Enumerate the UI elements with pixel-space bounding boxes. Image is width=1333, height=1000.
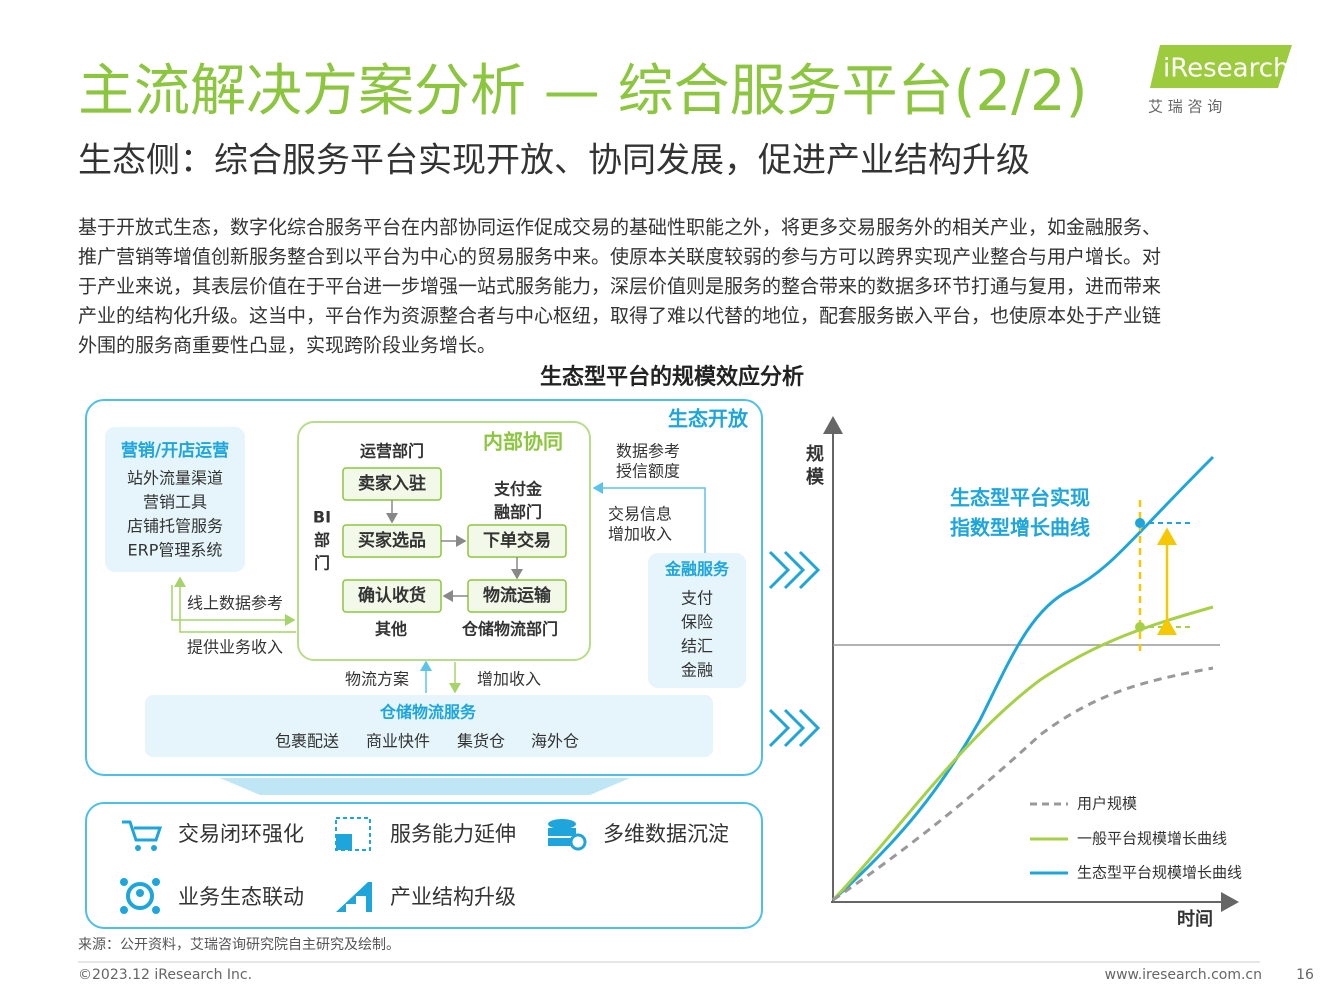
marketing-item: 营销工具: [143, 493, 207, 512]
edge-label: 提供业务收入: [187, 638, 283, 657]
bi-dept: 门: [314, 554, 330, 573]
logo: iResearch: [1163, 54, 1289, 84]
marketing-item: ERP管理系统: [128, 541, 223, 560]
finance-item: 保险: [681, 613, 713, 632]
ops-dept: 运营部门: [360, 442, 424, 461]
finance-title: 金融服务: [664, 560, 730, 579]
marketing-item: 站外流量渠道: [127, 469, 223, 488]
source: 来源：公开资料，艾瑞咨询研究院自主研究及绘制。: [78, 937, 400, 953]
marketing-title: 营销/开店运营: [121, 440, 229, 461]
page-number: 16: [1296, 967, 1314, 983]
paragraph: 基于开放式生态，数字化综合服务平台在内部协同运作促成交易的基础性职能之外，将更多…: [78, 217, 1161, 357]
warehouse-item: 集货仓: [457, 732, 505, 751]
step-label: 下单交易: [483, 530, 551, 551]
pay-dept: 支付金: [493, 480, 543, 499]
paragraph-line: 产业的结构化升级。这当中，平台作为资源整合者与中心枢纽，取得了难以代替的地位，配…: [78, 305, 1161, 327]
annotation: 生态型平台实现: [950, 486, 1090, 510]
edge-label: 物流方案: [345, 670, 409, 689]
title: 主流解决方案分析 — 综合服务平台(2/2): [78, 59, 1087, 124]
bi-dept: BI: [313, 508, 331, 527]
step-box: [342, 579, 442, 613]
chevrons: [768, 550, 821, 748]
marketing-item: 店铺托管服务: [127, 517, 223, 536]
logistics-dept: 仓储物流部门: [461, 620, 558, 639]
legend-item: 一般平台规模增长曲线: [1077, 830, 1227, 848]
warehouse-item: 包裹配送: [275, 732, 339, 751]
edge-label: 交易信息: [608, 505, 672, 524]
paragraph-line: 推广营销等增值创新服务整合到以平台为中心的贸易服务中来。使原本关联度较弱的参与方…: [78, 246, 1161, 268]
y-label: 模: [806, 466, 825, 488]
warehouse-box: [145, 695, 713, 757]
diagram-title: 生态型平台的规模效应分析: [540, 364, 804, 390]
icons: [120, 817, 587, 914]
funnel: [220, 778, 630, 795]
warehouse-item: 商业快件: [366, 732, 430, 751]
other-dept: 其他: [375, 620, 407, 639]
legend-item: 生态型平台规模增长曲线: [1077, 864, 1242, 882]
benefits-box: [85, 802, 763, 929]
paragraph-line: 基于开放式生态，数字化综合服务平台在内部协同运作促成交易的基础性职能之外，将更多…: [78, 217, 1161, 239]
edge-label: 线上数据参考: [187, 594, 283, 613]
ecosystem-label: 生态开放: [668, 407, 749, 431]
annotation: 指数型增长曲线: [950, 516, 1090, 540]
point: [1135, 622, 1145, 632]
finance-item: 支付: [681, 589, 713, 608]
benefit: 服务能力延伸: [390, 822, 516, 846]
arrow: [171, 585, 296, 626]
legend-item: 用户规模: [1077, 795, 1137, 813]
pay-dept: 融部门: [494, 503, 542, 522]
step-label: 物流运输: [483, 585, 552, 606]
x-label: 时间: [1177, 909, 1213, 930]
finance-box: [648, 553, 746, 688]
step-label: 确认收货: [358, 585, 426, 606]
user-curve: [832, 666, 1214, 902]
step-label: 买家选品: [358, 530, 426, 551]
marketing-box: [105, 427, 245, 572]
internal-title: 内部协同: [483, 430, 563, 454]
paragraph-line: 于产业来说，其表层价值在于平台进一步增强一站式服务能力，深层价值则是服务的整合带…: [78, 276, 1161, 298]
point: [1135, 518, 1145, 528]
eco-curve: [831, 455, 1215, 902]
url: www.iresearch.com.cn: [1105, 967, 1262, 983]
edge-label: 增加收入: [608, 525, 672, 544]
benefit: 多维数据沉淀: [603, 822, 729, 846]
benefit: 产业结构升级: [390, 885, 516, 909]
warehouse-title: 仓储物流服务: [379, 703, 477, 722]
edge-label: 数据参考: [616, 442, 680, 461]
logo-cn: 艾 瑞 咨 询: [1148, 98, 1222, 116]
warehouse-item: 海外仓: [531, 732, 579, 751]
finance-item: 金融: [681, 661, 713, 680]
y-label: 规: [806, 444, 824, 465]
warehouse-items: 包裹配送 商业快件 集货仓 海外仓: [275, 732, 579, 751]
arrow: [592, 482, 706, 553]
arrow: [174, 576, 296, 633]
edge-label: 增加收入: [477, 670, 541, 689]
finance-item: 结汇: [681, 637, 713, 656]
edge-label: 授信额度: [616, 462, 680, 481]
general-curve: [831, 605, 1214, 902]
copyright: ©2023.12 iResearch Inc.: [78, 967, 252, 983]
step-label: 卖家入驻: [358, 473, 426, 494]
paragraph-line: 外围的服务商重要性凸显，实现跨阶段业务增长。: [78, 335, 496, 357]
subtitle: 生态侧：综合服务平台实现开放、协同发展，促进产业结构升级: [78, 141, 1030, 181]
logo-badge: [1150, 45, 1292, 88]
benefit: 交易闭环强化: [178, 822, 304, 846]
bi-dept: 部: [314, 531, 330, 550]
benefit: 业务生态联动: [178, 885, 304, 909]
